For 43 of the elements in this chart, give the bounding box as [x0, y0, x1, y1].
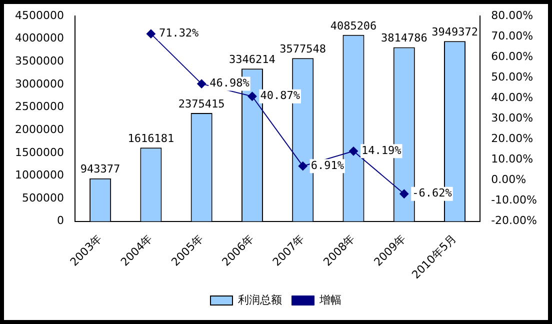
point — [248, 92, 257, 101]
data-label: 1616181 — [128, 132, 174, 145]
data-label: 6.91% — [310, 158, 344, 172]
y2-tick-label: 50.00% — [491, 70, 534, 84]
legend-label: 增幅 — [318, 293, 342, 306]
data-label: 3577548 — [280, 42, 326, 56]
data-label: -6.62% — [412, 186, 452, 200]
y2-tick-label: 80.00% — [491, 8, 534, 22]
data-label: 14.19% — [361, 144, 402, 158]
y2-tick-label: 0.00% — [491, 173, 526, 186]
data-label: 40.87% — [260, 89, 300, 102]
y-tick-label: 1000000 — [14, 168, 64, 182]
y2-tick-label: 40.00% — [491, 91, 534, 104]
data-label: 3346214 — [229, 53, 276, 66]
y-tick-label: 4500000 — [14, 8, 64, 22]
y2-tick-label: 70.00% — [491, 29, 534, 42]
data-label: 3814786 — [380, 32, 428, 45]
y-tick-label: 3000000 — [14, 77, 64, 90]
point — [400, 189, 409, 198]
data-label: 46.98% — [210, 76, 250, 90]
y-tick-label: 4000000 — [14, 32, 64, 45]
data-label: 2375415 — [178, 97, 225, 110]
y2-tick-label: 20.00% — [491, 132, 534, 146]
y-tick-label: 2000000 — [14, 122, 64, 136]
point — [348, 146, 358, 156]
legend-label: 利润总额 — [238, 293, 282, 306]
y-tick-label: 500000 — [22, 191, 64, 204]
point — [146, 29, 156, 38]
y2-tick-label: 60.00% — [491, 50, 534, 63]
y-tick-label: 3500000 — [14, 54, 64, 68]
data-label: 3949372 — [432, 25, 478, 38]
point — [197, 79, 206, 88]
data-label: 71.32% — [158, 26, 200, 40]
y2-tick-label: -10.00% — [491, 194, 538, 207]
y-tick-label: 0 — [56, 214, 64, 228]
data-label: 4085206 — [330, 19, 377, 32]
y2-tick-label: 30.00% — [491, 112, 534, 125]
data-label: 943377 — [80, 162, 120, 176]
y2-tick-label: 10.00% — [491, 152, 534, 166]
y2-tick-label: -20.00% — [491, 214, 538, 228]
y-tick-label: 1500000 — [14, 146, 64, 159]
y-tick-label: 2500000 — [14, 100, 64, 114]
point — [298, 162, 308, 171]
